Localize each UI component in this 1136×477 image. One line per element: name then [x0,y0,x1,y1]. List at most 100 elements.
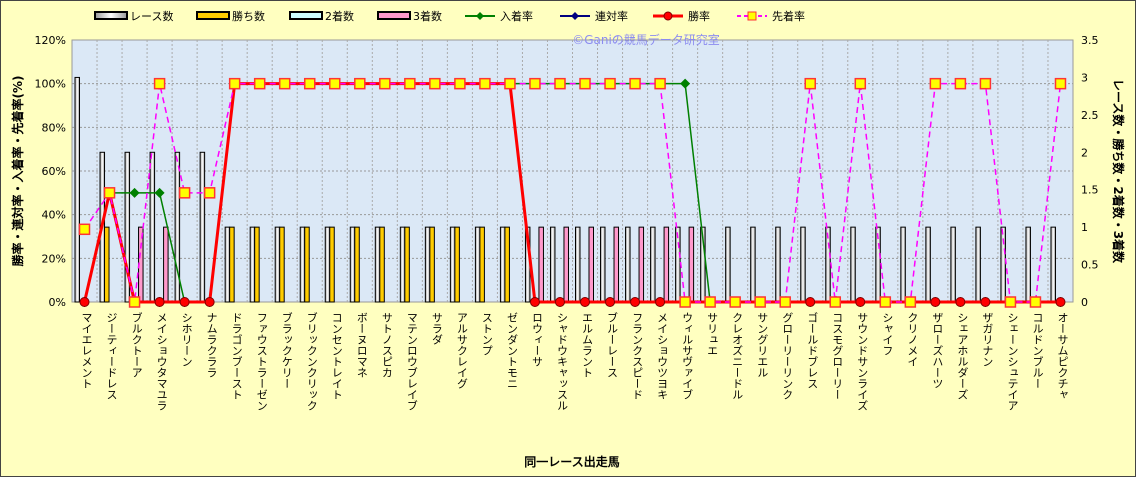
y-left-tick-label: 40% [42,209,66,222]
bar-races [650,226,656,303]
bar-wins [379,226,385,303]
x-tick-label: ブルクトーア [130,311,143,378]
bar-races [549,226,556,303]
legend-label: 2着数 [325,9,354,23]
point-win-rate [805,297,816,307]
point-win-rate [955,297,966,307]
x-tick-label: ザローズハーツ [931,312,944,389]
x-axis-title: 同一レース出走馬 [524,454,619,469]
point-beat-rate [629,77,641,90]
point-beat-rate [529,77,541,90]
x-tick-label: サリュエ [706,312,719,356]
bars [74,76,1056,303]
bar-races [750,226,756,303]
legend-marker [663,11,673,21]
point-win-rate [930,297,941,307]
bar-third [638,226,645,303]
point-beat-rate [153,77,166,90]
y-left-tick-label: 60% [42,165,66,178]
bar-third [613,226,620,303]
point-beat-rate [203,187,216,199]
point-beat-rate [729,296,741,308]
x-tick-label: コンセントレイト [330,312,343,400]
point-beat-rate [329,77,341,90]
x-tick-label: ストンプ [480,312,493,356]
point-place-rate [154,187,165,198]
bar-races [299,226,306,303]
bar-wins [104,226,110,303]
y-right-tick-label: 3.5 [1081,34,1099,47]
legend-marker [476,12,484,20]
y-left-tick-label: 0% [49,296,66,309]
point-win-rate [630,297,641,307]
x-tick-label: メイショウツヨキ [656,312,669,400]
bar-wins [354,226,360,303]
legend-label: 入着率 [500,9,533,23]
point-beat-rate [804,77,816,90]
point-beat-rate [78,223,91,236]
point-beat-rate [128,296,141,308]
bar-races [224,226,231,303]
point-beat-rate [504,77,516,90]
watermark: ©Ganiの競馬データ研究室 [572,32,720,47]
x-tick-label: サウンドサンライズ [856,312,869,411]
y-right-tick-label: 2 [1081,146,1088,159]
point-beat-rate [228,77,241,90]
legend-marker [571,12,579,20]
x-tick-label: グローリーリンク [781,312,794,400]
y-left-tick-label: 20% [42,252,66,265]
bar-races [199,151,206,303]
point-beat-rate [929,77,942,90]
x-tick-label: シホリーン [180,312,193,367]
bar-races [850,226,856,303]
point-beat-rate [103,187,116,199]
x-tick-label: オーサムピクチャ [1056,312,1069,400]
y-axis-right-title: レース数・勝ち数・2着数・3着数 [1111,79,1126,264]
x-tick-label: エルムラント [581,312,594,378]
bar-third [588,226,594,303]
y-left-tick-label: 120% [35,34,66,47]
bar-races [274,226,281,303]
point-win-rate [855,297,866,307]
x-tick-label: フランクスピード [631,312,644,400]
x-tick-label: ナムラクララ [205,312,218,378]
point-win-rate [605,297,616,307]
bar-wins [479,226,485,303]
x-tick-label: ゼンダントモニ [505,312,518,389]
x-tick-label: ブリックンクリック [305,311,318,411]
point-beat-rate [278,77,291,90]
point-beat-rate [579,77,591,90]
y-left-tick-label: 80% [42,121,66,134]
bar-races [800,226,806,303]
x-tick-label: クレオズニードル [731,312,744,400]
legend-swatch [196,11,230,20]
point-beat-rate [554,77,566,90]
point-beat-rate [178,187,191,199]
bar-races [324,226,331,303]
bar-races [499,226,506,303]
point-beat-rate [404,77,416,90]
bar-races [374,226,381,303]
bar-races [449,226,456,303]
bar-wins [454,226,460,303]
point-win-rate [980,297,991,307]
bar-wins [404,226,410,303]
axes: 0% 20% 40% 60% 80% 100% 120% 0 0.5 1 1.5 2 2.5 3 3.5 マイ… [35,34,1099,411]
bar-races [575,226,581,303]
bar-races [1025,226,1031,303]
y-axis-left-title: 勝率・連対率・入着率・先着率(%) [10,76,25,267]
y-right-tick-label: 2.5 [1081,109,1099,122]
legend-marker [747,11,757,21]
x-tick-label: マイエレメント [80,312,93,389]
x-tick-label: ザガリナン [981,312,994,367]
y-right-tick-label: 0.5 [1081,259,1099,272]
bar-third [163,226,169,303]
x-tick-label: サングリエル [756,312,769,378]
bar-wins [304,226,310,303]
bar-third [688,226,695,303]
point-beat-rate [679,296,691,308]
bar-races [74,76,80,303]
x-tick-label: ファウストラーゼン [255,312,268,411]
point-win-rate [204,297,215,307]
point-beat-rate [904,296,917,308]
